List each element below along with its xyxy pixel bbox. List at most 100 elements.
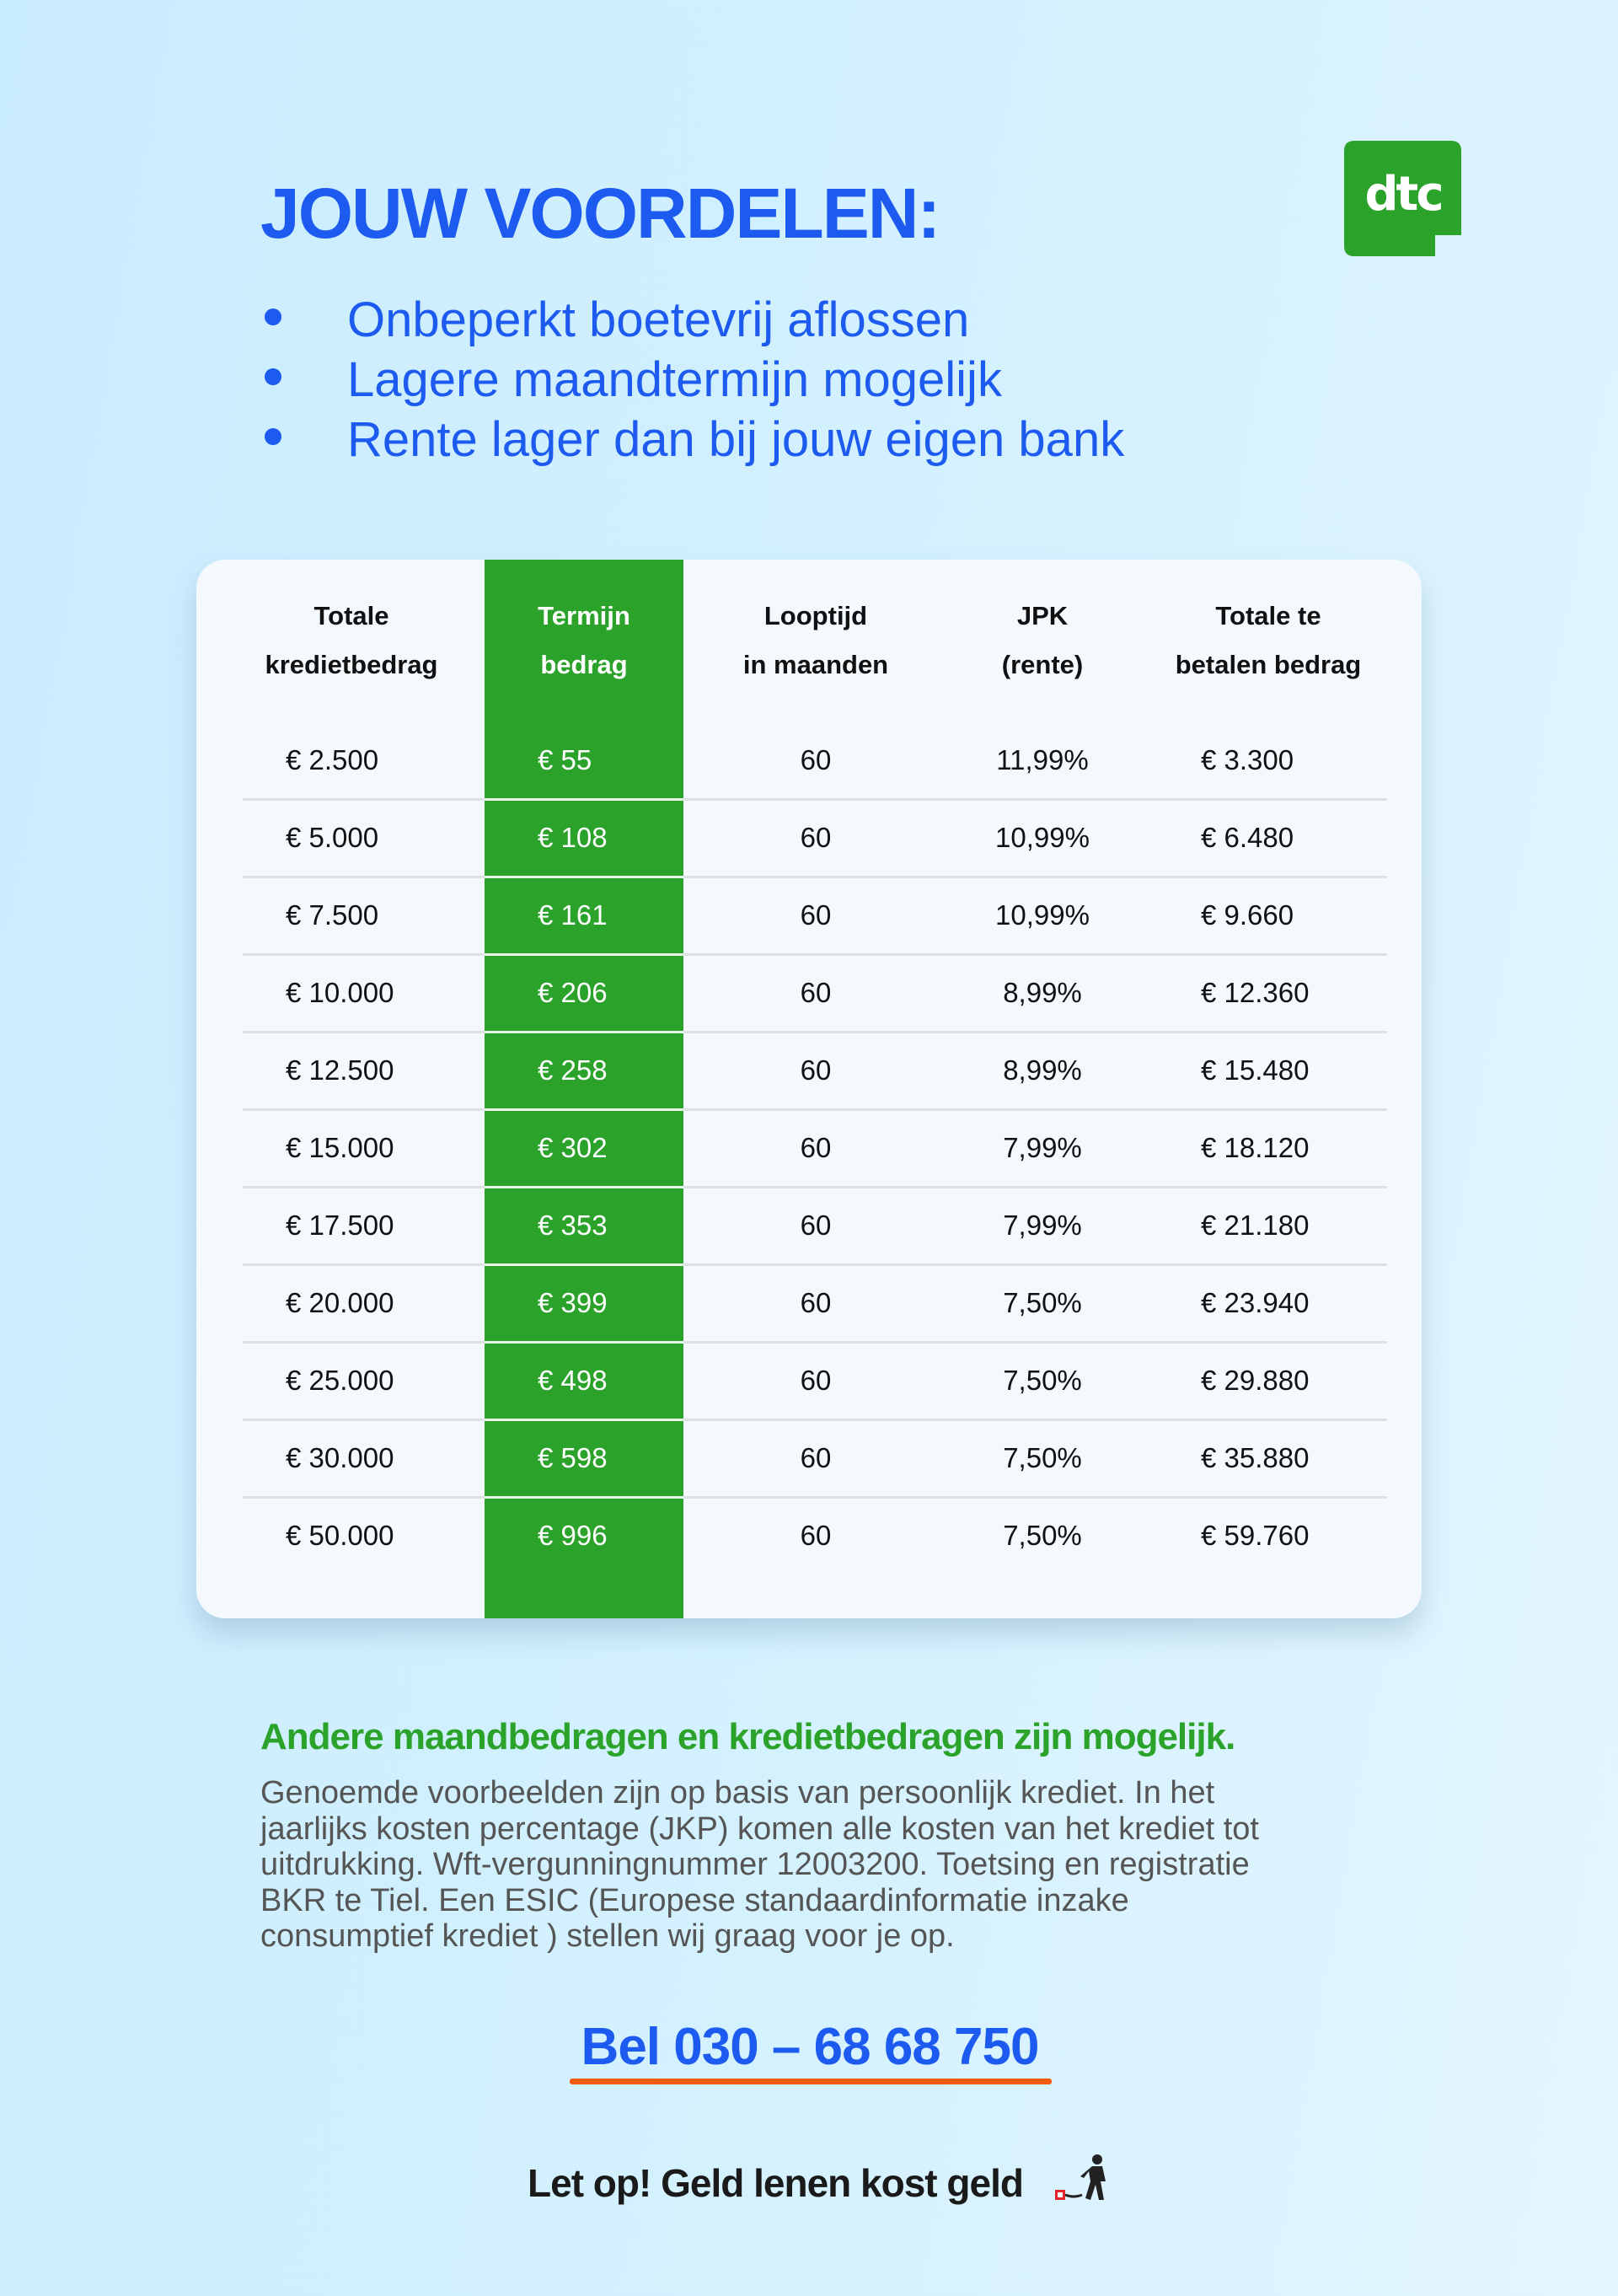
termijn-column-highlight xyxy=(485,560,683,1618)
cell-jpk: 8,99% xyxy=(1003,977,1082,1008)
cell-looptijd: 60 xyxy=(800,1287,832,1318)
row-divider-highlight xyxy=(485,798,683,801)
row-divider-highlight xyxy=(485,1341,683,1344)
cell-looptijd: 60 xyxy=(800,977,832,1008)
cell-termijnbedrag: € 399 xyxy=(538,1287,608,1318)
cell-totaal: € 21.180 xyxy=(1201,1210,1310,1241)
row-divider xyxy=(243,1496,1387,1499)
header-line: Termijn xyxy=(538,601,630,630)
phone-call-link[interactable]: Bel 030 – 68 68 750 xyxy=(581,2018,1040,2076)
cell-kredietbedrag: € 17.500 xyxy=(286,1210,394,1241)
cell-totaal: € 35.880 xyxy=(1201,1442,1310,1473)
row-divider xyxy=(243,1031,1387,1033)
cell-looptijd: 60 xyxy=(800,1442,832,1473)
warning-footer: Let op! Geld lenen kost geld xyxy=(528,2161,1024,2205)
cell-totaal: € 23.940 xyxy=(1201,1287,1310,1318)
benefit-text: Lagere maandtermijn mogelijk xyxy=(347,352,1002,407)
cell-jpk: 7,50% xyxy=(1003,1287,1082,1318)
row-divider-highlight xyxy=(485,1108,683,1111)
header-line: Totale te xyxy=(1215,601,1321,630)
cell-totaal: € 18.120 xyxy=(1201,1132,1310,1163)
cell-kredietbedrag: € 10.000 xyxy=(286,977,394,1008)
phone-underline xyxy=(570,2079,1052,2084)
row-divider xyxy=(243,798,1387,801)
page-title: JOUW VOORDELEN: xyxy=(260,174,940,253)
ball-and-chain-walker-icon xyxy=(1055,2154,1106,2200)
cell-kredietbedrag: € 12.500 xyxy=(286,1054,394,1086)
row-divider-highlight xyxy=(485,876,683,878)
cell-termijnbedrag: € 55 xyxy=(538,744,592,775)
cell-termijnbedrag: € 498 xyxy=(538,1365,608,1396)
cell-jpk: 7,99% xyxy=(1003,1210,1082,1241)
row-divider xyxy=(243,1108,1387,1111)
header-line: bedrag xyxy=(540,650,628,679)
cell-jpk: 11,99% xyxy=(996,744,1089,775)
cell-totaal: € 9.660 xyxy=(1201,899,1294,931)
cell-totaal: € 3.300 xyxy=(1201,744,1294,775)
cell-jpk: 7,99% xyxy=(1003,1132,1082,1163)
disclaimer-line: jaarlijks kosten percentage (JKP) komen … xyxy=(260,1811,1259,1847)
cell-termijnbedrag: € 258 xyxy=(538,1054,608,1086)
header-line: kredietbedrag xyxy=(265,650,438,679)
cell-kredietbedrag: € 50.000 xyxy=(286,1520,394,1551)
row-divider-highlight xyxy=(485,953,683,956)
cell-jpk: 10,99% xyxy=(995,899,1090,931)
cell-termijnbedrag: € 996 xyxy=(538,1520,608,1551)
bullet-icon xyxy=(265,428,281,445)
cell-jpk: 8,99% xyxy=(1003,1054,1082,1086)
row-divider xyxy=(243,876,1387,878)
row-divider-highlight xyxy=(485,1419,683,1421)
disclaimer-line: BKR te Tiel. Een ESIC (Europese standaar… xyxy=(260,1882,1129,1918)
cell-totaal: € 15.480 xyxy=(1201,1054,1310,1086)
row-divider-highlight xyxy=(485,1496,683,1499)
header-line: JPK xyxy=(1016,601,1069,630)
cell-looptijd: 60 xyxy=(800,899,832,931)
column-header-totaal: Totale te betalen bedrag xyxy=(1142,592,1395,689)
cell-looptijd: 60 xyxy=(800,744,832,775)
header-line: in maanden xyxy=(742,650,889,679)
row-divider-highlight xyxy=(485,1031,683,1033)
cell-termijnbedrag: € 353 xyxy=(538,1210,608,1241)
header-line: betalen bedrag xyxy=(1175,650,1362,679)
cell-jpk: 7,50% xyxy=(1003,1520,1082,1551)
row-divider xyxy=(243,953,1387,956)
cell-totaal: € 59.760 xyxy=(1201,1520,1310,1551)
cell-termijnbedrag: € 161 xyxy=(538,899,608,931)
cell-looptijd: 60 xyxy=(800,1054,832,1086)
other-amounts-note: Andere maandbedragen en kredietbedragen … xyxy=(260,1716,1235,1757)
column-header-jpk: JPK (rente) xyxy=(916,592,1169,689)
header-line: (rente) xyxy=(1001,650,1084,679)
cell-kredietbedrag: € 20.000 xyxy=(286,1287,394,1318)
cell-totaal: € 29.880 xyxy=(1201,1365,1310,1396)
column-header-looptijd: Looptijd in maanden xyxy=(689,592,942,689)
row-divider-highlight xyxy=(485,1263,683,1266)
cell-looptijd: 60 xyxy=(800,1210,832,1241)
row-divider xyxy=(243,1263,1387,1266)
cell-termijnbedrag: € 206 xyxy=(538,977,608,1008)
cell-kredietbedrag: € 5.000 xyxy=(286,822,379,853)
header-line: Totale xyxy=(313,601,389,630)
cell-looptijd: 60 xyxy=(800,1132,832,1163)
benefit-text: Rente lager dan bij jouw eigen bank xyxy=(347,412,1125,467)
disclaimer-line: uitdrukking. Wft-vergunningnummer 120032… xyxy=(260,1847,1250,1882)
column-header-termijnbedrag: Termijn bedrag xyxy=(458,592,710,689)
cell-termijnbedrag: € 302 xyxy=(538,1132,608,1163)
row-divider-highlight xyxy=(485,1186,683,1188)
disclaimer: Genoemde voorbeelden zijn op basis van p… xyxy=(260,1775,1259,1955)
row-divider xyxy=(243,1341,1387,1344)
cell-termijnbedrag: € 108 xyxy=(538,822,608,853)
header-line: Looptijd xyxy=(763,601,868,630)
column-header-kredietbedrag: Totale kredietbedrag xyxy=(225,592,478,689)
cell-kredietbedrag: € 15.000 xyxy=(286,1132,394,1163)
cell-kredietbedrag: € 2.500 xyxy=(286,744,379,775)
cell-looptijd: 60 xyxy=(800,822,832,853)
row-divider xyxy=(243,1186,1387,1188)
benefit-text: Onbeperkt boetevrij aflossen xyxy=(347,292,970,347)
bullet-icon xyxy=(265,308,281,325)
bullet-icon xyxy=(265,368,281,385)
cell-jpk: 7,50% xyxy=(1003,1365,1082,1396)
cell-kredietbedrag: € 25.000 xyxy=(286,1365,394,1396)
cell-looptijd: 60 xyxy=(800,1365,832,1396)
cell-jpk: 10,99% xyxy=(995,822,1090,853)
rates-table-card xyxy=(196,560,1422,1618)
